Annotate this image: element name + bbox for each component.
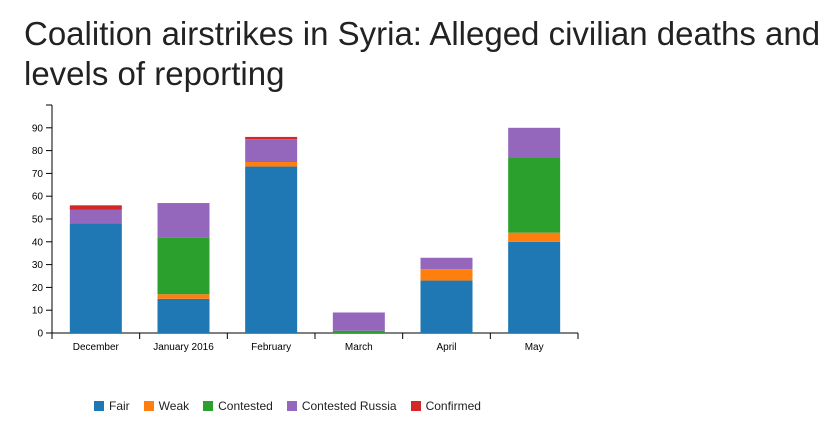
y-tick-label: 50 [32,215,44,226]
legend-swatch [286,401,297,411]
y-tick-label: 60 [32,192,44,203]
x-tick-label: December [73,342,120,353]
bar-segment-contested [508,157,561,233]
legend-label: Contested [218,399,273,413]
x-tick-label: March [345,342,373,353]
bar-segment-fair [69,223,122,333]
bar-segment-fair [420,280,473,333]
y-tick-label: 0 [37,329,43,340]
x-tick-label: January 2016 [153,342,214,353]
legend-swatch [203,401,214,411]
bar-segment-contested-russia [332,312,385,331]
x-tick-label: April [436,342,456,353]
y-tick-label: 70 [32,169,44,180]
y-tick-label: 90 [32,123,44,134]
y-tick-label: 80 [32,146,44,157]
bar-segment-contested-russia [508,127,561,158]
bar-segment-contested [157,237,210,295]
y-axis: 0 10 20 30 40 50 60 70 80 90 [32,104,53,340]
legend-label: Weak [158,399,190,413]
y-tick-label: 30 [32,260,44,271]
bar-segment-weak [245,162,298,167]
bars [69,127,561,333]
legend-swatch [143,401,154,411]
chart-title: Coalition airstrikes in Syria: Alleged c… [24,15,821,92]
bar-segment-confirmed [245,136,298,140]
bar-segment-fair [157,298,210,333]
legend-item-contested: Contested [203,399,273,413]
legend-swatch [410,401,421,411]
bar-segment-contested-russia [69,209,122,224]
bar-segment-fair [245,166,298,333]
x-tick-label: February [251,342,291,353]
bar-segment-weak [157,294,210,299]
legend-label: Fair [109,399,130,413]
bar-segment-confirmed [69,205,122,210]
y-tick-label: 20 [32,283,44,294]
bar-segment-contested-russia [245,139,298,162]
y-tick-label: 10 [32,306,44,317]
legend-label: Contested Russia [301,399,397,413]
x-axis: December January 2016 February March April Ma… [51,332,579,353]
bar-segment-weak [508,232,561,242]
legend-item-fair: Fair [94,399,130,413]
bar-segment-contested-russia [420,257,473,270]
bar-segment-weak [420,269,473,281]
x-tick-label: May [525,342,544,353]
bar-segment-fair [508,241,561,333]
legend: Fair Weak Contested Contested Russia Confirm… [94,399,481,413]
legend-swatch [94,401,104,411]
bar-segment-contested [332,330,385,333]
legend-label: Confirmed [425,399,481,413]
legend-item-contested-russia: Contested Russia [286,399,397,413]
legend-item-confirmed: Confirmed [410,399,481,413]
bar-segment-contested-russia [157,203,210,238]
legend-item-weak: Weak [143,399,190,413]
y-tick-label: 40 [32,237,44,248]
